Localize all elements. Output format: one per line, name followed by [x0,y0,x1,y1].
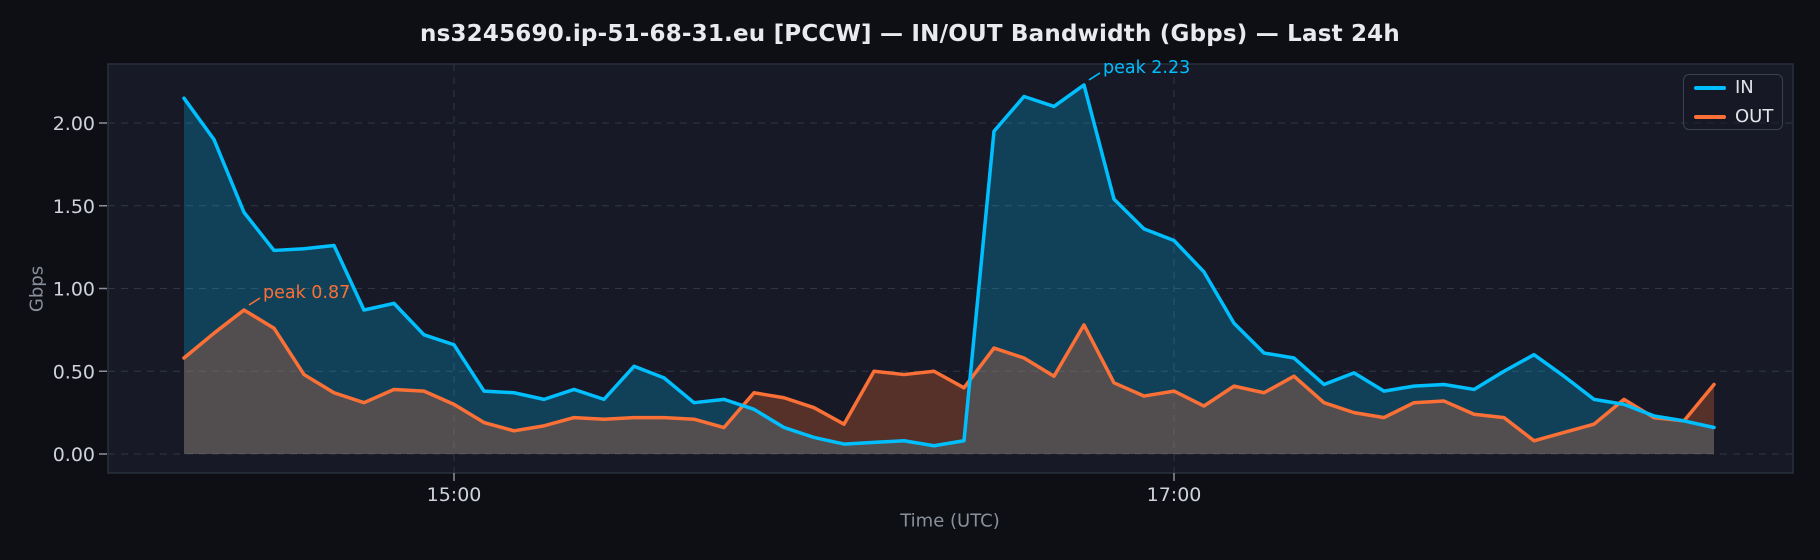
peak-annotation-leader-out [248,297,261,306]
legend-item-in: IN [1694,76,1782,98]
plot-panel [107,63,1794,474]
peak-annotation-leader-in [1088,72,1101,81]
chart-title: ns3245690.ip-51-68-31.eu [PCCW] — IN/OUT… [420,21,1400,47]
peak-annotation-label-out: peak 0.87 [263,283,350,303]
y-tick-label: 0.00 [53,444,95,466]
legend: IN OUT [1683,74,1783,130]
peak-annotation-label-in: peak 2.23 [1103,58,1190,78]
y-axis-title: Gbps [26,265,48,313]
in-line [182,83,1716,448]
out-area-fill [184,310,1714,454]
legend-swatch-in-line [1694,85,1726,90]
legend-label-in: IN [1735,76,1754,98]
y-tick-label: 1.50 [53,196,95,218]
y-tick-label: 2.00 [53,113,95,135]
legend-item-out: OUT [1694,105,1782,127]
y-tick-label: 1.00 [53,279,95,301]
x-axis-title: Time (UTC) [900,510,1000,532]
x-tick-label: 17:00 [1147,484,1202,506]
x-tick-label: 15:00 [427,484,482,506]
legend-label-out: OUT [1735,105,1774,127]
out-line [182,308,1716,443]
legend-swatch-out-line [1694,114,1726,119]
y-tick-label: 0.50 [53,361,95,383]
in-area-fill [184,84,1714,454]
